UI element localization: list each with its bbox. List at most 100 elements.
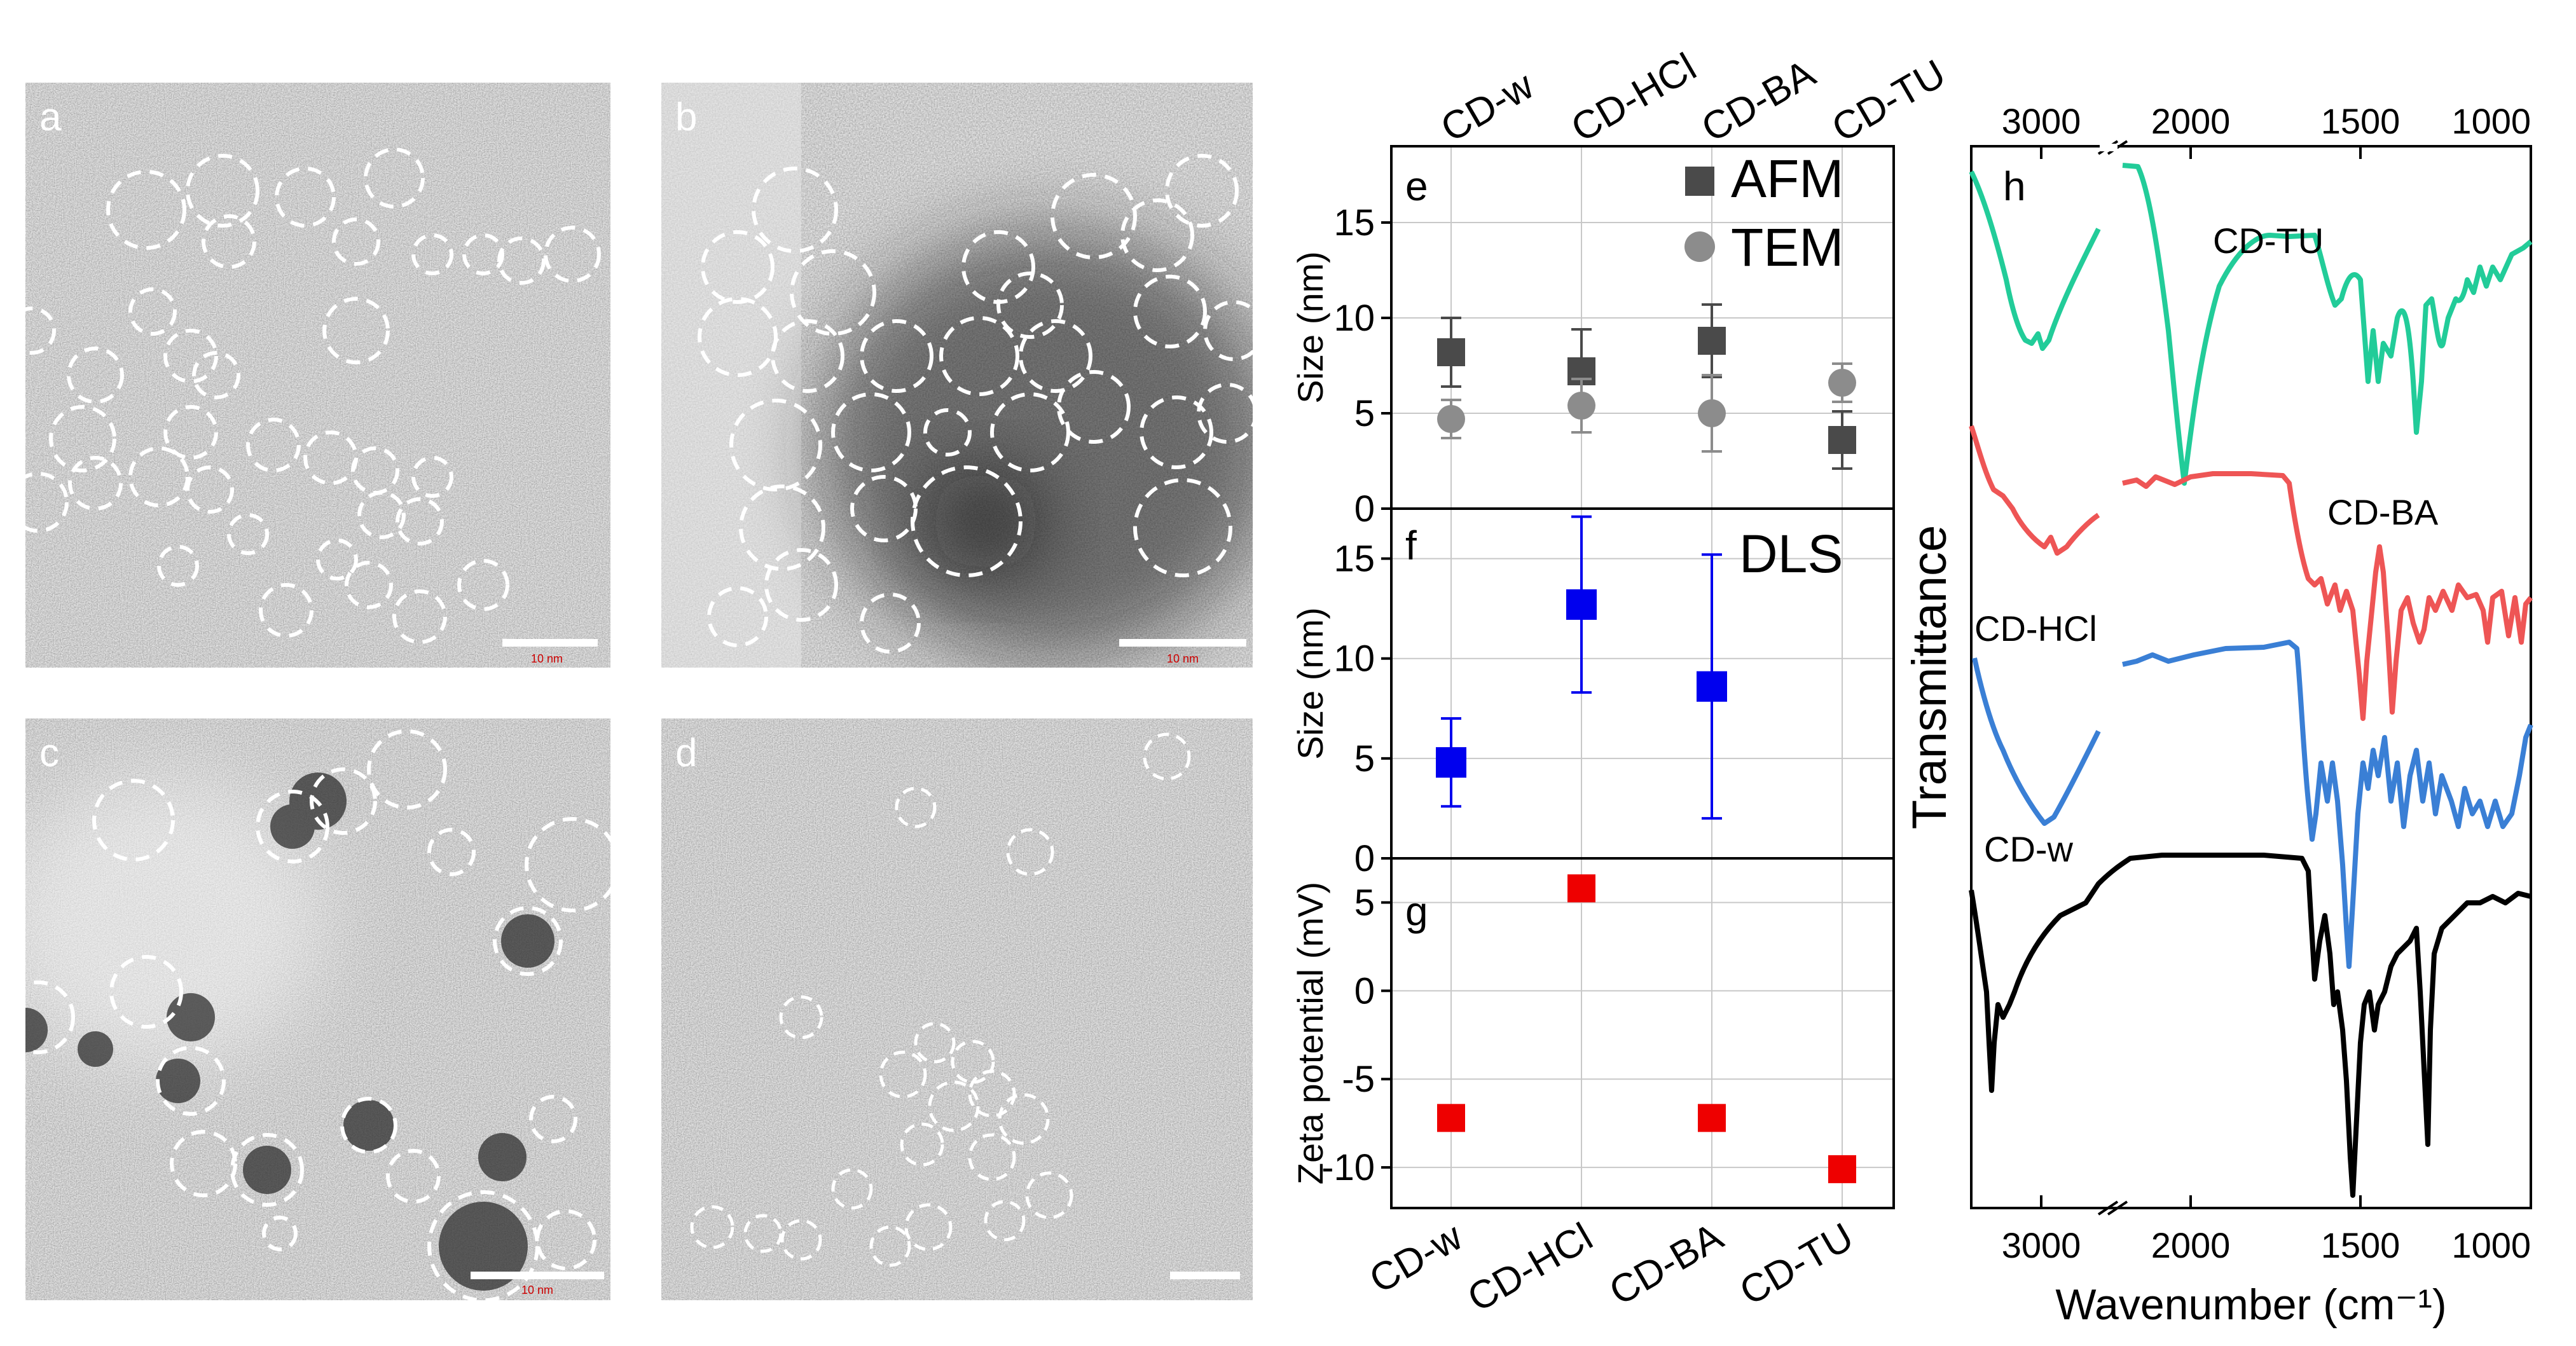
data-point-zeta: [1698, 1104, 1726, 1132]
light-region-c: [25, 776, 324, 1068]
data-point-tem: [1828, 369, 1856, 397]
label-cd-tu: CD-TU: [2213, 221, 2324, 261]
ylabel-e: Size (nm): [1290, 251, 1330, 404]
data-point-zeta: [1437, 1104, 1465, 1132]
data-point-zeta: [1567, 874, 1595, 903]
cd-hcl-left: [1972, 657, 2101, 826]
y-tick-label: 0: [1354, 838, 1375, 879]
y-tick-label: 0: [1354, 488, 1375, 530]
data-point-zeta: [1828, 1155, 1856, 1183]
data-point-dls: [1436, 747, 1466, 778]
h-tick-label: 2000: [2151, 101, 2231, 141]
h-tick-label: 3000: [2002, 101, 2081, 141]
h-tick-label: 2000: [2151, 1225, 2231, 1265]
data-point-dls: [1697, 671, 1727, 702]
series-cd-hcl: [1972, 640, 2533, 969]
top-category-label: CD-w: [1434, 64, 1541, 151]
panel-label-g: g: [1405, 888, 1428, 934]
scale-text-b: 10 nm: [1167, 652, 1199, 665]
tem-panel-b: b 10 nm: [661, 83, 1253, 668]
tem-label-a: a: [39, 95, 62, 139]
h-xticks-bottom: 3000 2000 1500 1000: [2002, 1225, 2531, 1265]
label-cd-hcl: CD-HCl: [1974, 608, 2097, 649]
cd-tu-right: [2122, 163, 2533, 486]
ylabel-g: Zeta potential (mV): [1290, 882, 1330, 1185]
tem-panel-d: d: [661, 718, 1253, 1300]
scale-text-a: 10 nm: [531, 652, 563, 665]
cd-ba-left: [1969, 425, 2100, 556]
panel-label-f: f: [1405, 523, 1417, 568]
tem-panel-c: c 10 nm: [25, 718, 610, 1300]
scale-bar-a: [502, 639, 598, 647]
h-tick-label: 1000: [2451, 1225, 2531, 1265]
chart-h: h 3000 2000 1500 1000 3000 2000 1500 100…: [1903, 101, 2533, 1329]
data-point-afm: [1828, 426, 1856, 454]
top-category-labels: CD-w CD-HCl CD-BA CD-TU: [1434, 45, 1953, 151]
background-region-b: [661, 83, 801, 668]
scale-text-c: 10 nm: [521, 1284, 553, 1296]
h-tick-marks: [2040, 146, 2532, 1208]
cd-w-line: [1969, 853, 2531, 1198]
cd-tu-left: [1969, 170, 2101, 351]
chart-efg: CD-w CD-HCl CD-BA CD-TU CD-w CD-HCl CD-B…: [1290, 45, 1953, 1321]
y-tick-label: 5: [1354, 882, 1375, 923]
ftir-spectra: [1969, 163, 2533, 1198]
efg-marks: [1436, 303, 1856, 1183]
legend-afm-label: AFM: [1731, 149, 1843, 209]
bottom-category-label: CD-BA: [1602, 1214, 1730, 1314]
legend-dls-label: DLS: [1739, 524, 1843, 584]
ylabel-f: Size (nm): [1290, 607, 1330, 760]
h-tick-label: 1500: [2321, 101, 2400, 141]
y-tick-label: -10: [1321, 1147, 1375, 1188]
h-tick-label: 1000: [2451, 101, 2531, 141]
bottom-category-label: CD-w: [1362, 1214, 1470, 1301]
cd-hcl-right: [2122, 640, 2533, 969]
bottom-category-label: CD-HCl: [1461, 1214, 1600, 1321]
cd-ba-right: [2122, 471, 2533, 721]
y-tick-label: -5: [1342, 1059, 1375, 1100]
series-cd-w: [1969, 853, 2531, 1198]
legend-tem-label: TEM: [1731, 217, 1843, 277]
bottom-category-label: CD-TU: [1732, 1214, 1861, 1314]
h-frame: [1970, 145, 2532, 1209]
particle-outlines-d: [690, 732, 1191, 1267]
data-point-tem: [1698, 399, 1726, 427]
nanoparticles-c: [25, 773, 554, 1291]
series-cd-ba: [1969, 425, 2533, 721]
scale-bar-c: [471, 1272, 604, 1279]
h-ylabel: Transmittance: [1903, 525, 1957, 830]
top-category-label: CD-BA: [1695, 52, 1823, 151]
tem-label-b: b: [675, 95, 697, 139]
label-cd-w: CD-w: [1984, 829, 2074, 869]
y-tick-label: 5: [1354, 393, 1375, 434]
tem-label-d: d: [675, 731, 697, 775]
top-category-label: CD-TU: [1825, 52, 1953, 151]
panel-label-h: h: [2003, 163, 2026, 209]
particle-outlines-b: [698, 154, 1253, 654]
h-xlabel: Wavenumber (cm⁻¹): [2055, 1281, 2446, 1329]
tem-panel-a: a 10 nm: [25, 83, 610, 668]
y-tick-label: 15: [1333, 202, 1375, 244]
h-tick-label: 3000: [2002, 1225, 2081, 1265]
efg-grid: [1391, 146, 1894, 1208]
y-tick-label: 0: [1354, 970, 1375, 1012]
y-tick-label: 5: [1354, 738, 1375, 779]
legend-afm-marker: [1685, 167, 1714, 196]
y-tick-label: 15: [1333, 539, 1375, 580]
data-point-tem: [1567, 392, 1595, 420]
particle-outlines-a: [25, 148, 601, 644]
h-xticks-top: 3000 2000 1500 1000: [2002, 101, 2531, 141]
legend-tem-marker: [1684, 231, 1715, 262]
h-tick-label: 1500: [2321, 1225, 2400, 1265]
tem-label-c: c: [39, 731, 59, 775]
bottom-category-labels: CD-w CD-HCl CD-BA CD-TU: [1362, 1214, 1861, 1321]
data-point-tem: [1437, 405, 1465, 433]
scale-bar-b: [1119, 639, 1246, 647]
data-point-afm: [1698, 327, 1726, 355]
data-point-dls: [1566, 589, 1597, 620]
legend-e: AFM TEM: [1684, 149, 1843, 277]
label-cd-ba: CD-BA: [2327, 492, 2439, 532]
axis-break-gap: [2100, 144, 2118, 151]
